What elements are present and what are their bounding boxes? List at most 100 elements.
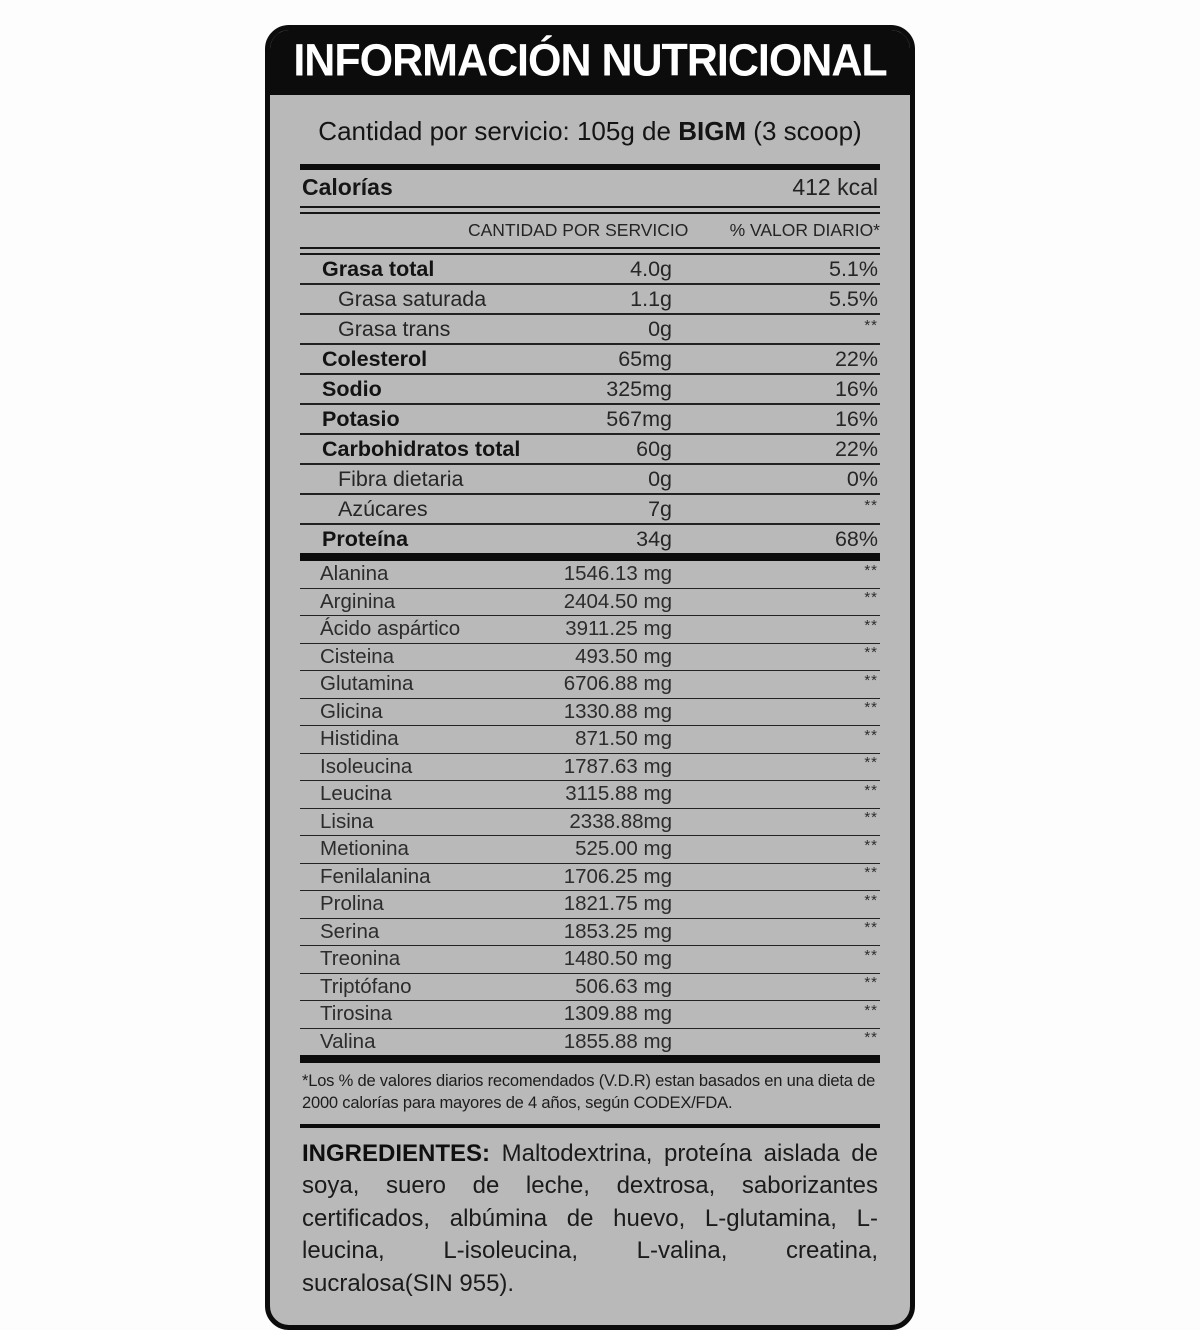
table-row: Tirosina 1309.88 mg ** <box>300 1001 880 1029</box>
nutrient-dv: ** <box>864 919 878 937</box>
table-row: Lisina 2338.88mg ** <box>300 809 880 836</box>
table-row: Fenilalanina 1706.25 mg ** <box>300 864 880 891</box>
nutrient-name: Colesterol <box>322 346 428 371</box>
divider-bar-macros <box>300 553 880 561</box>
nutrient-name: Grasa saturada <box>338 286 487 311</box>
nutrient-dv: 0% <box>846 466 878 491</box>
nutrient-amount: 3911.25 mg <box>565 617 672 641</box>
nutrient-amount: 1821.75 mg <box>563 892 672 916</box>
daily-value-footnote: *Los % de valores diarios recomendados (… <box>302 1072 876 1112</box>
nutrient-name: Grasa total <box>322 256 435 281</box>
nutrient-name: Serina <box>320 919 380 943</box>
table-row: Prolina 1821.75 mg ** <box>300 891 880 919</box>
nutrient-name: Fenilalanina <box>320 864 431 888</box>
brand-name: BIGM <box>678 116 747 146</box>
nutrient-amount: 65mg <box>618 346 672 371</box>
nutrient-name: Metionina <box>320 837 409 861</box>
label-content: Cantidad por servicio: 105g de BIGM (3 s… <box>270 95 910 1325</box>
ingredients-label: INGREDIENTES: <box>302 1139 491 1167</box>
calories-value: 412 kcal <box>792 174 878 200</box>
nutrient-name: Carbohidratos total <box>322 436 521 461</box>
nutrient-dv: ** <box>864 496 878 514</box>
nutrient-amount: 1853.25 mg <box>563 919 672 943</box>
table-row: Grasa saturada 1.1g 5.5% <box>300 285 880 315</box>
nutrient-dv: ** <box>864 836 878 854</box>
nutrient-dv: ** <box>864 671 878 689</box>
nutrient-name: Arginina <box>320 589 396 613</box>
nutrient-table: Grasa total 4.0g 5.1% Grasa saturada 1.1… <box>300 255 880 553</box>
nutrient-amount: 6706.88 mg <box>563 672 672 696</box>
nutrient-name: Tirosina <box>320 1002 393 1026</box>
nutrient-amount: 60g <box>636 436 672 461</box>
nutrient-amount: 4.0g <box>630 256 672 281</box>
nutrient-amount: 7g <box>648 496 672 521</box>
nutrient-amount: 493.50 mg <box>575 644 672 668</box>
nutrient-name: Histidina <box>320 727 399 751</box>
table-row: Ácido aspártico 3911.25 mg ** <box>300 616 880 644</box>
table-row: Serina 1853.25 mg ** <box>300 919 880 946</box>
nutrient-amount: 325mg <box>606 376 672 401</box>
nutrient-name: Proteína <box>322 526 409 551</box>
nutrient-amount: 1309.88 mg <box>563 1002 672 1026</box>
nutrient-dv: ** <box>864 1001 878 1019</box>
nutrient-dv: ** <box>864 589 878 607</box>
nutrient-amount: 2404.50 mg <box>563 589 672 613</box>
table-row: Potasio 567mg 16% <box>300 405 880 435</box>
nutrient-name: Azúcares <box>338 496 428 521</box>
nutrient-dv: ** <box>864 974 878 992</box>
serving-suffix: (3 scoop) <box>746 116 862 146</box>
nutrition-label: INFORMACIÓN NUTRICIONAL Cantidad por ser… <box>265 25 915 1330</box>
table-row: Metionina 525.00 mg ** <box>300 836 880 864</box>
nutrient-amount: 3115.88 mg <box>565 782 672 806</box>
nutrient-dv: 68% <box>834 526 878 551</box>
nutrient-amount: 1787.63 mg <box>563 754 672 778</box>
nutrient-name: Sodio <box>322 376 382 401</box>
table-row: Treonina 1480.50 mg ** <box>300 946 880 974</box>
table-row: Grasa total 4.0g 5.1% <box>300 255 880 285</box>
table-row: Azúcares 7g ** <box>300 495 880 525</box>
serving-size-line: Cantidad por servicio: 105g de BIGM (3 s… <box>300 95 880 164</box>
nutrient-amount: 1706.25 mg <box>563 864 672 888</box>
nutrient-amount: 0g <box>648 316 672 341</box>
nutrient-name: Treonina <box>320 947 401 971</box>
nutrient-name: Lisina <box>320 809 374 833</box>
divider-thick-top <box>300 164 880 170</box>
nutrient-dv: 16% <box>834 376 878 401</box>
divider-bar-aminos <box>300 1055 880 1063</box>
table-row: Isoleucina 1787.63 mg ** <box>300 754 880 781</box>
nutrient-dv: ** <box>864 946 878 964</box>
divider-ingredients <box>300 1123 880 1128</box>
nutrient-name: Cisteina <box>320 644 395 668</box>
nutrient-amount: 1546.13 mg <box>563 562 672 586</box>
nutrient-amount: 34g <box>636 526 672 551</box>
nutrient-dv: 16% <box>834 406 878 431</box>
nutrient-dv: ** <box>864 781 878 799</box>
table-row: Glutamina 6706.88 mg ** <box>300 671 880 699</box>
table-row: Sodio 325mg 16% <box>300 375 880 405</box>
nutrient-dv: ** <box>864 316 878 334</box>
nutrient-dv: 5.5% <box>828 286 878 311</box>
nutrient-amount: 1855.88 mg <box>563 1029 672 1053</box>
nutrient-dv: ** <box>864 864 878 882</box>
nutrient-amount: 525.00 mg <box>575 837 672 861</box>
nutrient-amount: 506.63 mg <box>575 974 672 998</box>
nutrient-name: Fibra dietaria <box>338 466 464 491</box>
nutrient-dv: 22% <box>834 436 878 461</box>
table-row: Triptófano 506.63 mg ** <box>300 974 880 1001</box>
page-background: INFORMACIÓN NUTRICIONAL Cantidad por ser… <box>265 25 915 1330</box>
nutrient-dv: ** <box>864 1029 878 1047</box>
nutrient-name: Glicina <box>320 699 383 723</box>
table-row: Grasa trans 0g ** <box>300 315 880 345</box>
table-row: Alanina 1546.13 mg ** <box>300 561 880 589</box>
table-row: Fibra dietaria 0g 0% <box>300 465 880 495</box>
nutrient-name: Leucina <box>320 782 392 806</box>
nutrient-dv: ** <box>864 699 878 717</box>
amino-acid-table: Alanina 1546.13 mg ** Arginina 2404.50 m… <box>300 561 880 1055</box>
label-title: INFORMACIÓN NUTRICIONAL <box>293 35 887 87</box>
nutrient-amount: 1480.50 mg <box>563 947 672 971</box>
serving-prefix: Cantidad por servicio: 105g de <box>318 116 679 146</box>
nutrient-name: Potasio <box>322 406 400 431</box>
nutrient-name: Valina <box>320 1029 376 1053</box>
table-row: Carbohidratos total 60g 22% <box>300 435 880 465</box>
column-daily-value-header: % VALOR DIARIO* <box>729 220 880 240</box>
